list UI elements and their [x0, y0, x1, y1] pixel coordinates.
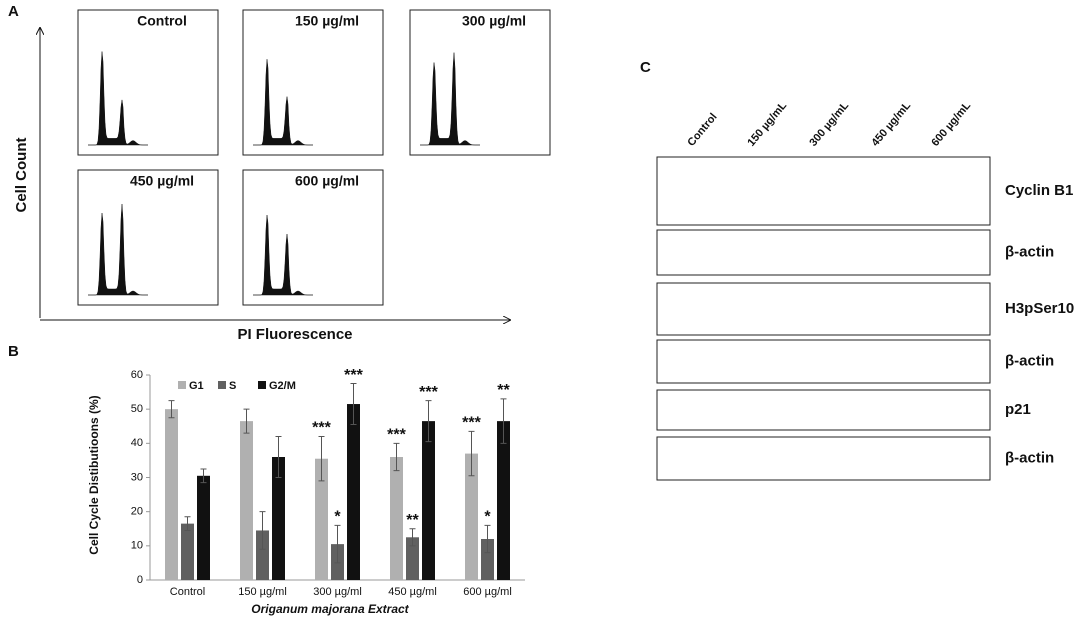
blot-frame: [656, 436, 991, 481]
significance: ***: [419, 384, 438, 401]
y-tick-label: 30: [131, 471, 143, 483]
blot-frame: [656, 229, 991, 276]
significance: ***: [312, 420, 331, 437]
y-tick-label: 40: [131, 437, 143, 449]
y-tick-label: 20: [131, 506, 143, 518]
bar: [497, 421, 510, 580]
legend-label: G1: [189, 380, 204, 392]
error-bar: [275, 436, 282, 478]
histogram-title: 300 µg/ml: [462, 13, 526, 29]
lane-label: 150 µg/mL: [745, 99, 789, 148]
error-bar: [409, 528, 416, 547]
histogram-frame: [242, 9, 384, 156]
histogram-frame: [77, 169, 219, 306]
error-bar: [318, 436, 325, 482]
lane-label: 300 µg/mL: [807, 99, 851, 148]
histogram-shape: [420, 52, 480, 146]
bar: [240, 421, 253, 580]
significance: ***: [344, 367, 363, 384]
error-bar: [259, 511, 266, 550]
x-tick-label: Control: [170, 586, 205, 598]
x-tick-label: 300 µg/ml: [313, 586, 362, 598]
row-label: p21: [1005, 401, 1031, 418]
panel-label: C: [640, 59, 651, 76]
row-label: β-actin: [1005, 449, 1054, 466]
y-tick-label: 0: [137, 574, 143, 586]
histogram-frame: [242, 169, 384, 306]
bar: [347, 404, 360, 580]
bar: [315, 458, 328, 580]
x-tick-label: 450 µg/ml: [388, 586, 437, 598]
legend-label: G2/M: [269, 380, 296, 392]
error-bar: [350, 383, 357, 426]
bar: [197, 475, 210, 580]
histogram-shape: [88, 51, 148, 146]
legend-swatch: [258, 381, 266, 389]
bar-chart: 0 10 20 30 40 50 60 G1 S G2/M Control 150 µg/ml 300 …: [131, 367, 525, 598]
bar: [465, 453, 478, 580]
bar: [165, 409, 178, 580]
western-blot: Control 150 µg/mL 300 µg/mL 450 µg/mL 600 µg…: [656, 99, 1074, 481]
panel-label: A: [8, 3, 19, 20]
lane-label: 450 µg/mL: [869, 99, 913, 148]
row-label: β-actin: [1005, 243, 1054, 260]
histogram-shape: [253, 214, 313, 296]
flow-xlabel: PI Fluorescence: [237, 326, 352, 343]
x-axis-title: Origanum majorana Extract: [251, 602, 409, 616]
bar: [481, 539, 494, 580]
error-bar: [200, 468, 207, 484]
bar: [390, 457, 403, 580]
error-bar: [425, 400, 432, 443]
lane-label: 600 µg/mL: [929, 99, 973, 148]
significance: *: [484, 509, 491, 526]
blot-frame: [656, 339, 991, 384]
row-label: Cyclin B1: [1005, 182, 1073, 199]
error-bar: [484, 524, 491, 554]
bar: [256, 530, 269, 580]
y-tick-label: 60: [131, 369, 143, 381]
bar: [406, 537, 419, 580]
bar: [181, 523, 194, 580]
error-bar: [168, 400, 175, 419]
histogram-shape: [88, 203, 148, 296]
legend-swatch: [178, 381, 186, 389]
blot-frame: [656, 389, 991, 431]
x-tick-label: 600 µg/ml: [463, 586, 512, 598]
panel-label: B: [8, 343, 19, 360]
significance: ***: [387, 427, 406, 444]
error-bar: [468, 430, 475, 477]
bar: [422, 421, 435, 580]
histogram-title: 600 µg/ml: [295, 173, 359, 189]
significance: **: [406, 512, 419, 529]
lane-label: Control: [685, 111, 719, 149]
error-bar: [184, 516, 191, 531]
blot-frame: [656, 156, 991, 226]
histogram-title: Control: [137, 13, 187, 29]
y-tick-label: 10: [131, 540, 143, 552]
histogram-frame: [77, 9, 219, 156]
bar: [272, 457, 285, 580]
legend-swatch: [218, 381, 226, 389]
histogram-shape: [253, 59, 313, 146]
error-bar: [393, 442, 400, 472]
histograms: Control 150 µg/ml 300 µg/ml 450 µg/ml 600 µg…: [77, 9, 551, 306]
error-bar: [334, 524, 341, 564]
histogram-title: 150 µg/ml: [295, 13, 359, 29]
y-tick-label: 50: [131, 403, 143, 415]
x-tick-label: 150 µg/ml: [238, 586, 287, 598]
row-label: β-actin: [1005, 352, 1054, 369]
histogram-title: 450 µg/ml: [130, 173, 194, 189]
row-label: H3pSer10: [1005, 300, 1074, 317]
y-axis-title: Cell Cycle Distibutioons (%): [87, 395, 101, 554]
significance: *: [334, 509, 341, 526]
error-bar: [243, 408, 250, 434]
error-bar: [500, 398, 507, 444]
significance: ***: [462, 415, 481, 432]
blot-frame: [656, 282, 991, 336]
significance: **: [497, 382, 510, 399]
histogram-frame: [409, 9, 551, 156]
flow-ylabel: Cell Count: [13, 138, 30, 213]
legend-label: S: [229, 380, 236, 392]
